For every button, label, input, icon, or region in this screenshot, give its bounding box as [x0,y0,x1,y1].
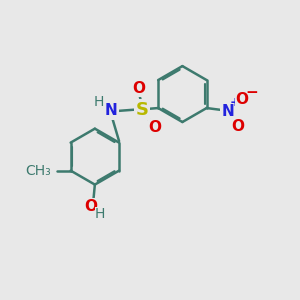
Text: O: O [236,92,248,107]
Text: −: − [245,85,258,100]
Text: CH₃: CH₃ [26,164,52,178]
Text: O: O [84,199,97,214]
Text: O: O [149,120,162,135]
Text: O: O [132,81,145,96]
Text: H: H [94,95,104,109]
Text: H: H [95,207,105,221]
Text: N: N [221,104,234,119]
Text: N: N [105,103,117,118]
Text: S: S [136,100,148,118]
Text: O: O [232,119,244,134]
Text: +: + [230,96,241,109]
